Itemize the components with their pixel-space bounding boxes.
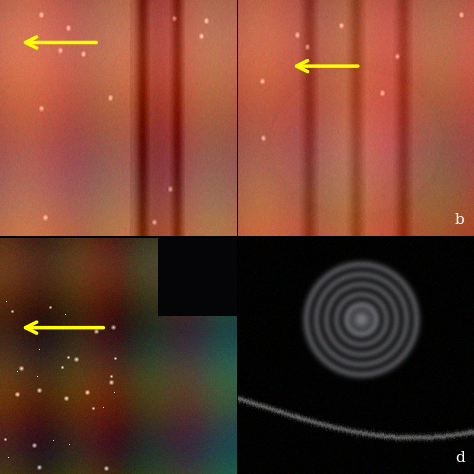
Text: d: d [455,451,465,465]
Text: b: b [455,213,465,227]
